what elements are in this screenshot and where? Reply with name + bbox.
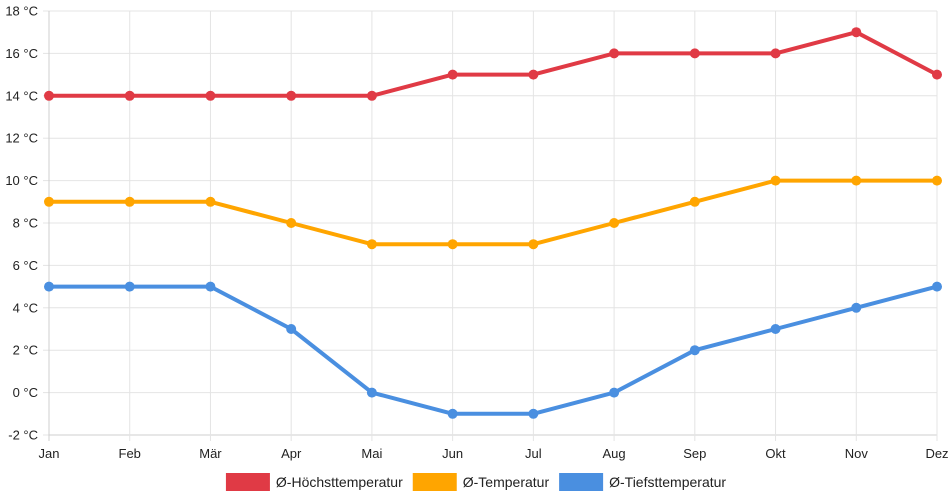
data-point[interactable] bbox=[366, 239, 377, 250]
legend: Ø-Höchsttemperatur Ø-Temperatur Ø-Tiefstte… bbox=[225, 473, 726, 491]
series-line bbox=[47, 284, 939, 416]
data-point[interactable] bbox=[286, 90, 297, 101]
data-point[interactable] bbox=[528, 408, 539, 419]
y-tick-label: 0 °C bbox=[13, 385, 38, 400]
y-tick-label: 16 °C bbox=[5, 46, 38, 61]
legend-label[interactable]: Ø-Temperatur bbox=[463, 474, 550, 490]
data-point[interactable] bbox=[124, 281, 135, 292]
data-point[interactable] bbox=[124, 196, 135, 207]
data-point[interactable] bbox=[689, 345, 700, 356]
y-axis-ticks: -2 °C 0 °C 2 °C 4 °C 6 °C 8 °C 10 °C 12 °C 14 °C… bbox=[5, 4, 38, 443]
x-tick-label: Jun bbox=[442, 446, 463, 461]
x-tick-label: Jan bbox=[39, 446, 60, 461]
series-line bbox=[47, 30, 939, 98]
x-tick-label: Mai bbox=[361, 446, 382, 461]
y-tick-label: 4 °C bbox=[13, 300, 38, 315]
series-line bbox=[47, 178, 939, 247]
x-axis-ticks: Jan Feb Mär Apr Mai Jun Jul Aug Sep Okt Nov Dez bbox=[39, 446, 949, 461]
data-point[interactable] bbox=[286, 218, 297, 228]
x-tick-label: Mär bbox=[199, 446, 222, 461]
data-point[interactable] bbox=[932, 175, 942, 186]
data-point[interactable] bbox=[528, 69, 539, 80]
data-point[interactable] bbox=[447, 408, 458, 419]
data-point[interactable] bbox=[366, 387, 377, 398]
x-tick-label: Jul bbox=[525, 446, 542, 461]
data-point[interactable] bbox=[770, 324, 781, 334]
x-tick-label: Aug bbox=[603, 446, 626, 461]
legend-label[interactable]: Ø-Höchsttemperatur bbox=[276, 474, 403, 490]
data-point[interactable] bbox=[286, 324, 297, 334]
data-point[interactable] bbox=[44, 281, 54, 292]
x-tick-label: Sep bbox=[683, 446, 706, 461]
y-tick-label: 14 °C bbox=[5, 88, 38, 103]
data-point[interactable] bbox=[205, 281, 216, 292]
x-tick-label: Apr bbox=[281, 446, 302, 461]
x-tick-label: Feb bbox=[119, 446, 141, 461]
data-point[interactable] bbox=[851, 175, 862, 186]
series-group bbox=[44, 281, 942, 419]
data-point[interactable] bbox=[851, 27, 862, 38]
data-point[interactable] bbox=[205, 196, 216, 207]
legend-label[interactable]: Ø-Tiefsttemperatur bbox=[609, 474, 726, 490]
data-point[interactable] bbox=[124, 90, 135, 101]
series-group bbox=[44, 175, 942, 250]
legend-swatch[interactable] bbox=[559, 473, 604, 491]
data-point[interactable] bbox=[44, 90, 54, 101]
x-tick-label: Okt bbox=[765, 446, 786, 461]
data-point[interactable] bbox=[447, 239, 458, 250]
x-tick-label: Dez bbox=[925, 446, 948, 461]
y-tick-label: 10 °C bbox=[5, 173, 38, 188]
y-tick-label: 12 °C bbox=[5, 131, 38, 146]
data-point[interactable] bbox=[689, 48, 700, 59]
data-point[interactable] bbox=[44, 196, 54, 207]
data-point[interactable] bbox=[689, 196, 700, 207]
data-point[interactable] bbox=[770, 175, 781, 186]
y-tick-label: 8 °C bbox=[13, 216, 38, 231]
data-point[interactable] bbox=[366, 90, 377, 101]
data-point[interactable] bbox=[932, 69, 942, 80]
y-tick-label: 18 °C bbox=[5, 4, 38, 19]
data-point[interactable] bbox=[851, 302, 862, 313]
data-point[interactable] bbox=[447, 69, 458, 80]
series-lines bbox=[44, 27, 942, 419]
data-point[interactable] bbox=[205, 90, 216, 101]
data-point[interactable] bbox=[609, 387, 620, 398]
data-point[interactable] bbox=[932, 281, 942, 292]
y-tick-label: -2 °C bbox=[8, 428, 38, 443]
y-tick-label: 6 °C bbox=[13, 258, 38, 273]
data-point[interactable] bbox=[609, 48, 620, 59]
series-group bbox=[44, 27, 942, 101]
data-point[interactable] bbox=[770, 48, 781, 59]
legend-swatch[interactable] bbox=[412, 473, 457, 491]
data-point[interactable] bbox=[528, 239, 539, 250]
x-tick-label: Nov bbox=[845, 446, 869, 461]
data-point[interactable] bbox=[609, 218, 620, 228]
y-tick-label: 2 °C bbox=[13, 343, 38, 358]
legend-swatch[interactable] bbox=[225, 473, 270, 491]
